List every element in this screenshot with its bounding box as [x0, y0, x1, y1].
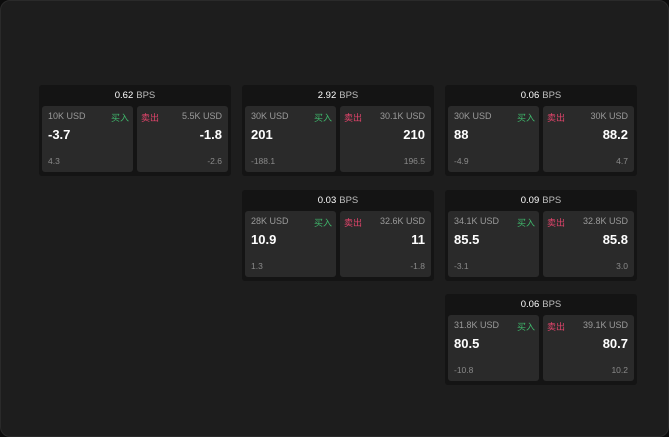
bid-sub: -10.8: [454, 365, 474, 375]
sell-tile[interactable]: 卖出 39.1K USD 80.7 10.2: [543, 315, 634, 381]
spread-unit: BPS: [542, 195, 562, 206]
sell-label: 卖出: [547, 322, 566, 332]
spread-header: 0.06 BPS: [445, 85, 637, 106]
spread-unit: BPS: [136, 90, 156, 101]
spread-value: 0.09: [520, 195, 540, 206]
buy-tile[interactable]: 34.1K USD 买入 85.5 -3.1: [448, 211, 539, 277]
bid-sub: 1.3: [251, 261, 263, 271]
bid-size: 28K USD: [251, 216, 289, 226]
bid-sub: -188.1: [251, 156, 276, 166]
ask-price: -1.8: [199, 127, 222, 142]
ask-size: 32.6K USD: [379, 216, 425, 226]
bid-size: 31.8K USD: [454, 320, 500, 330]
ask-sub: -2.6: [207, 156, 222, 166]
ask-sub: 4.7: [616, 156, 628, 166]
spread-value: 0.06: [520, 299, 540, 310]
quote-panel: 0.09 BPS 34.1K USD 买入 85.5 -3.1 卖出 32.8K …: [445, 190, 637, 281]
bid-price: 88: [454, 127, 469, 142]
bid-price: 201: [251, 127, 273, 142]
ask-price: 88.2: [602, 127, 628, 142]
sell-label: 卖出: [344, 113, 363, 123]
sell-tile[interactable]: 卖出 30K USD 88.2 4.7: [543, 106, 634, 172]
ask-sub: 196.5: [403, 156, 425, 166]
ask-price: 85.8: [602, 232, 628, 247]
sell-tile[interactable]: 卖出 5.5K USD -1.8 -2.6: [137, 106, 228, 172]
sell-label: 卖出: [547, 113, 566, 123]
sell-tile[interactable]: 卖出 32.6K USD 11 -1.8: [340, 211, 431, 277]
sell-label: 卖出: [344, 218, 363, 228]
buy-tile[interactable]: 28K USD 买入 10.9 1.3: [245, 211, 336, 277]
buy-tile[interactable]: 30K USD 买入 88 -4.9: [448, 106, 539, 172]
buy-tile[interactable]: 10K USD 买入 -3.7 4.3: [42, 106, 133, 172]
ask-size: 32.8K USD: [582, 216, 628, 226]
quote-panel: 0.62 BPS 10K USD 买入 -3.7 4.3 卖出 5.5K USD …: [39, 85, 231, 176]
quote-panel: 0.03 BPS 28K USD 买入 10.9 1.3 卖出 32.6K USD…: [242, 190, 434, 281]
spread-header: 0.62 BPS: [39, 85, 231, 106]
ask-price: 210: [403, 127, 425, 142]
ask-sub: -1.8: [410, 261, 425, 271]
quote-panel: 0.06 BPS 30K USD 买入 88 -4.9 卖出 30K USD 88…: [445, 85, 637, 176]
bid-size: 10K USD: [48, 111, 86, 121]
spread-value: 2.92: [317, 90, 337, 101]
spread-value: 0.62: [114, 90, 134, 101]
bid-sub: 4.3: [48, 156, 60, 166]
buy-label: 买入: [313, 113, 332, 123]
buy-label: 买入: [313, 218, 332, 228]
buy-tile[interactable]: 31.8K USD 买入 80.5 -10.8: [448, 315, 539, 381]
buy-label: 买入: [516, 322, 535, 332]
bid-price: 80.5: [454, 336, 480, 351]
spread-header: 2.92 BPS: [242, 85, 434, 106]
sell-tile[interactable]: 卖出 32.8K USD 85.8 3.0: [543, 211, 634, 277]
spread-unit: BPS: [339, 90, 359, 101]
bid-size: 30K USD: [454, 111, 492, 121]
ask-size: 39.1K USD: [582, 320, 628, 330]
spread-header: 0.09 BPS: [445, 190, 637, 211]
bid-size: 30K USD: [251, 111, 289, 121]
spread-unit: BPS: [542, 90, 562, 101]
sell-label: 卖出: [141, 113, 160, 123]
spread-unit: BPS: [542, 299, 562, 310]
ask-size: 30.1K USD: [379, 111, 425, 121]
spread-unit: BPS: [339, 195, 359, 206]
buy-label: 买入: [110, 113, 129, 123]
bid-price: 85.5: [454, 232, 480, 247]
sell-tile[interactable]: 卖出 30.1K USD 210 196.5: [340, 106, 431, 172]
ask-size: 5.5K USD: [181, 111, 222, 121]
ask-price: 11: [411, 232, 425, 247]
buy-label: 买入: [516, 113, 535, 123]
buy-label: 买入: [516, 218, 535, 228]
ask-sub: 10.2: [611, 365, 628, 375]
ask-sub: 3.0: [616, 261, 628, 271]
spread-header: 0.03 BPS: [242, 190, 434, 211]
bid-price: -3.7: [48, 127, 71, 142]
bid-sub: -4.9: [454, 156, 469, 166]
bid-price: 10.9: [251, 232, 277, 247]
quote-panel: 2.92 BPS 30K USD 买入 201 -188.1 卖出 30.1K U…: [242, 85, 434, 176]
bid-size: 34.1K USD: [454, 216, 500, 226]
spread-header: 0.06 BPS: [445, 294, 637, 315]
quote-panel: 0.06 BPS 31.8K USD 买入 80.5 -10.8 卖出 39.1K…: [445, 294, 637, 385]
ask-price: 80.7: [602, 336, 628, 351]
ask-size: 30K USD: [590, 111, 628, 121]
spread-value: 0.03: [317, 195, 337, 206]
sell-label: 卖出: [547, 218, 566, 228]
bid-sub: -3.1: [454, 261, 469, 271]
buy-tile[interactable]: 30K USD 买入 201 -188.1: [245, 106, 336, 172]
spread-value: 0.06: [520, 90, 540, 101]
